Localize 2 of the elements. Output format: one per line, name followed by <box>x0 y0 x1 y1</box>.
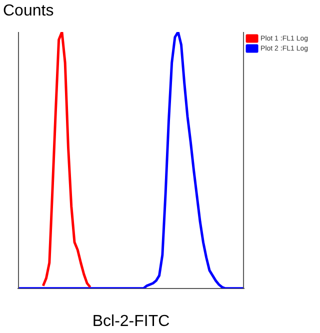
y-axis-title: Counts <box>3 2 54 20</box>
x-axis-title: Bcl-2-FITC <box>92 312 170 330</box>
